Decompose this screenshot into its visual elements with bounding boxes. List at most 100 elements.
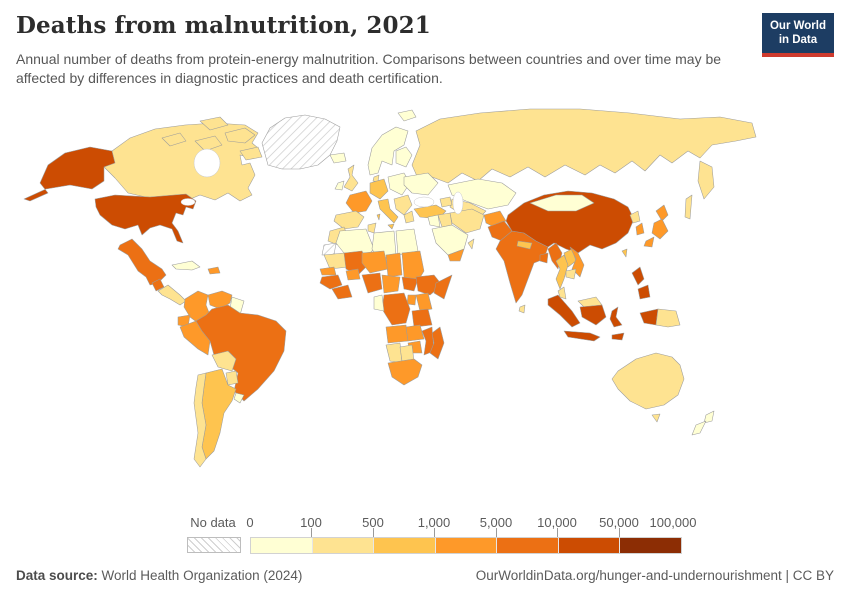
country-italy-sardinia[interactable] [376, 213, 381, 221]
country-mongolia[interactable] [529, 194, 595, 212]
country-finland[interactable] [395, 146, 413, 168]
legend-no-data-swatch[interactable] [187, 537, 241, 553]
country-russia[interactable] [411, 108, 757, 184]
country-canada-arctic[interactable] [199, 116, 229, 131]
country-mexico[interactable] [117, 238, 167, 286]
country-uk[interactable] [343, 164, 359, 192]
country-ukraine[interactable] [403, 172, 439, 196]
owid-link[interactable]: OurWorldinData.org/hunger-and-undernouri… [475, 568, 782, 583]
country-niger[interactable] [361, 250, 389, 274]
country-iceland[interactable] [329, 152, 347, 164]
country-madagascar[interactable] [429, 326, 445, 360]
country-cambodia[interactable] [565, 268, 577, 280]
country-egypt[interactable] [395, 228, 419, 256]
legend-bin-4[interactable] [497, 538, 559, 553]
country-iberia[interactable] [333, 210, 365, 230]
country-brazil[interactable] [195, 304, 287, 402]
country-cameroon-car[interactable] [381, 274, 401, 294]
country-italy-sicily[interactable] [387, 223, 395, 230]
country-venezuela[interactable] [207, 290, 233, 310]
country-japan[interactable] [643, 236, 655, 248]
country-canada-arctic[interactable] [194, 135, 223, 152]
country-philippines-mindanao[interactable] [637, 284, 651, 300]
country-indonesia-papua[interactable] [639, 308, 659, 326]
country-caucasus[interactable] [439, 196, 453, 208]
country-indonesia-sumatra[interactable] [547, 294, 581, 328]
country-sri-lanka[interactable] [518, 304, 526, 314]
country-gabon[interactable] [373, 294, 385, 312]
country-usa-alaska[interactable] [23, 146, 116, 202]
country-russia-sakhalin[interactable] [684, 194, 693, 220]
country-italy[interactable] [377, 198, 399, 224]
country-senegal[interactable] [319, 266, 337, 276]
country-namibia[interactable] [385, 342, 403, 364]
legend-bin-1[interactable] [312, 538, 375, 553]
country-oman[interactable] [467, 238, 475, 250]
country-philippines-luzon[interactable] [631, 266, 645, 286]
country-kenya[interactable] [415, 292, 433, 312]
country-burkina[interactable] [345, 268, 361, 281]
country-indonesia-kalimantan[interactable] [579, 304, 607, 326]
legend-bin-6[interactable] [620, 538, 682, 553]
country-uruguay[interactable] [233, 392, 245, 404]
country-tunisia[interactable] [367, 222, 377, 234]
country-indonesia-sulawesi[interactable] [609, 306, 623, 328]
country-canada-arctic[interactable] [161, 132, 187, 147]
country-mozambique[interactable] [421, 326, 435, 356]
country-japan[interactable] [651, 218, 669, 240]
country-drc[interactable] [381, 292, 411, 326]
country-indonesia-timor[interactable] [611, 332, 625, 341]
country-taiwan[interactable] [621, 248, 628, 258]
country-guinea[interactable] [319, 274, 343, 290]
country-thailand[interactable] [555, 254, 569, 290]
country-north-korea[interactable] [629, 210, 641, 224]
country-tanzania[interactable] [411, 308, 433, 328]
country-sudan[interactable] [401, 250, 425, 282]
country-botswana[interactable] [399, 344, 415, 362]
legend-bin-5[interactable] [558, 538, 621, 553]
country-chile[interactable] [193, 372, 207, 468]
country-png[interactable] [655, 308, 681, 328]
country-uganda[interactable] [406, 294, 417, 306]
country-angola[interactable] [385, 324, 409, 344]
country-australia[interactable] [611, 352, 685, 410]
country-indonesia-java[interactable] [563, 330, 601, 342]
country-hispaniola[interactable] [207, 266, 221, 275]
country-canada-arctic[interactable] [224, 127, 256, 144]
country-germany[interactable] [369, 178, 389, 200]
country-central-america[interactable] [157, 284, 187, 306]
country-south-korea[interactable] [635, 222, 645, 236]
country-guatemala[interactable] [151, 278, 165, 292]
country-bolivia[interactable] [211, 350, 237, 372]
country-south-sudan[interactable] [401, 276, 419, 292]
country-greenland[interactable] [261, 114, 341, 170]
country-new-zealand[interactable] [703, 410, 715, 424]
country-svalbard[interactable] [397, 109, 417, 122]
country-france[interactable] [345, 190, 373, 214]
owid-logo[interactable]: Our World in Data [761, 13, 834, 57]
country-chad[interactable] [385, 252, 403, 278]
country-russia-kamchatka[interactable] [697, 160, 715, 200]
country-iraq[interactable] [437, 212, 453, 228]
country-ivory-ghana[interactable] [331, 284, 353, 300]
country-canada-arctic[interactable] [239, 146, 263, 161]
country-nigeria[interactable] [361, 272, 383, 294]
country-scandinavia[interactable] [367, 126, 409, 176]
country-greece[interactable] [403, 210, 415, 224]
country-zambia[interactable] [405, 324, 425, 342]
legend-bin-0[interactable] [251, 538, 313, 553]
country-paraguay[interactable] [225, 370, 239, 386]
country-ireland[interactable] [334, 180, 345, 191]
legend-bin-2[interactable] [374, 538, 436, 553]
country-japan[interactable] [655, 204, 669, 222]
legend-bin-3[interactable] [435, 538, 498, 553]
country-new-zealand[interactable] [691, 420, 707, 436]
country-wsahara[interactable] [321, 242, 337, 256]
country-yemen[interactable] [447, 248, 465, 262]
country-iran[interactable] [449, 208, 485, 234]
country-cuba[interactable] [171, 260, 201, 271]
country-nepal[interactable] [516, 240, 533, 250]
country-levant[interactable] [427, 214, 441, 228]
country-usa[interactable] [94, 193, 197, 244]
country-somalia[interactable] [433, 274, 453, 300]
